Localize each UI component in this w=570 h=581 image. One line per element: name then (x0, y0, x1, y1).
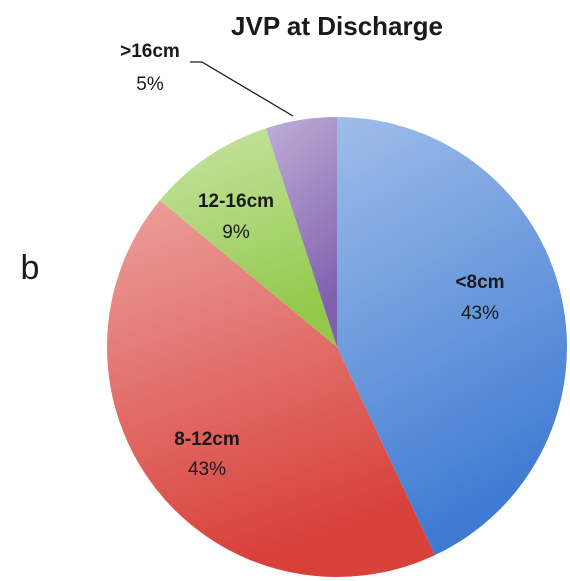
pie-slice (265, 117, 337, 347)
pie-slice (337, 117, 567, 556)
pie-slice (159, 128, 337, 347)
leader-line (190, 61, 294, 117)
slice-label: <8cm (455, 272, 504, 293)
slice-label: >16cm (120, 41, 180, 62)
slice-value-label: 43% (461, 303, 499, 324)
slice-value-label: 5% (136, 74, 164, 95)
pie-slice (107, 200, 435, 577)
slice-label: 8-12cm (174, 429, 240, 450)
panel-label: b (21, 249, 40, 287)
chart-title: JVP at Discharge (231, 11, 443, 41)
slice-value-label: 9% (222, 222, 250, 243)
slice-label: 12-16cm (198, 191, 274, 212)
slice-value-label: 43% (188, 459, 226, 480)
